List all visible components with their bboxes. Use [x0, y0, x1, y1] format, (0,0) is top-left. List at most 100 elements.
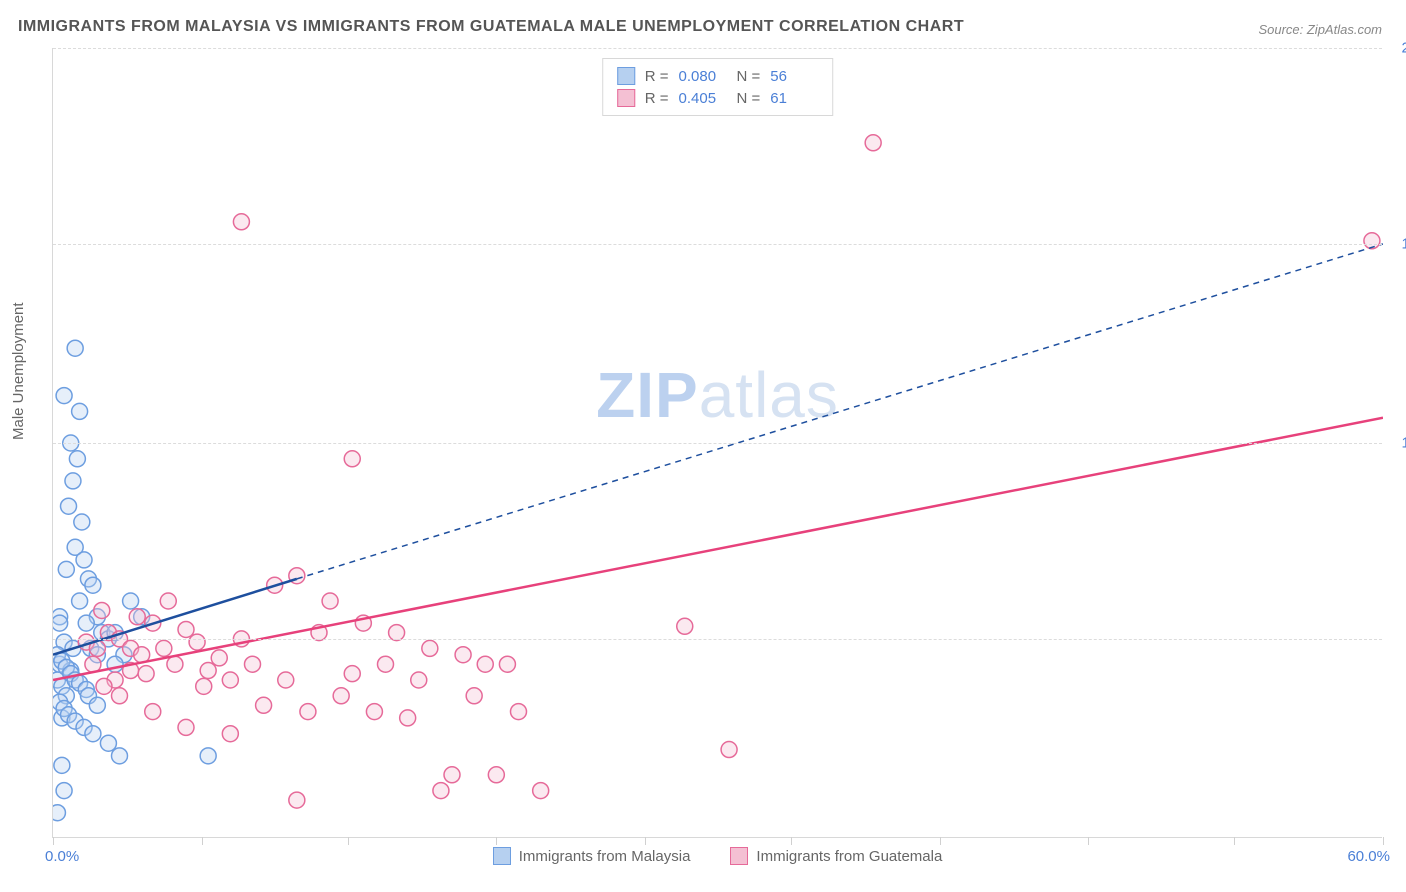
chart-plot-area: ZIPatlas R =0.080N =56R =0.405N =61 Immi…	[52, 48, 1382, 838]
data-point	[58, 561, 74, 577]
data-point	[178, 719, 194, 735]
data-point	[69, 451, 85, 467]
data-point	[378, 656, 394, 672]
data-point	[499, 656, 515, 672]
data-point	[53, 615, 68, 631]
n-value: 56	[770, 68, 818, 85]
y-tick-label: 18.8%	[1401, 235, 1406, 252]
data-point	[366, 704, 382, 720]
data-point	[411, 672, 427, 688]
legend-swatch	[617, 67, 635, 85]
data-point	[533, 783, 549, 799]
data-point	[344, 451, 360, 467]
x-tick	[53, 837, 54, 845]
x-tick	[202, 837, 203, 845]
data-point	[300, 704, 316, 720]
data-point	[1364, 233, 1380, 249]
legend-item: Immigrants from Malaysia	[493, 847, 691, 865]
data-point	[677, 618, 693, 634]
x-axis-max-label: 60.0%	[1347, 848, 1390, 865]
gridline-h	[53, 244, 1382, 245]
data-point	[112, 748, 128, 764]
data-point	[123, 593, 139, 609]
legend-swatch	[617, 89, 635, 107]
x-tick	[348, 837, 349, 845]
x-tick	[1383, 837, 1384, 845]
data-point	[54, 757, 70, 773]
stats-legend-row: R =0.080N =56	[617, 65, 819, 87]
source-attribution: Source: ZipAtlas.com	[1258, 22, 1382, 37]
data-point	[178, 621, 194, 637]
data-point	[96, 678, 112, 694]
data-point	[56, 783, 72, 799]
data-point	[138, 666, 154, 682]
data-point	[511, 704, 527, 720]
data-point	[196, 678, 212, 694]
series-legend: Immigrants from Malaysia Immigrants from …	[53, 847, 1382, 865]
chart-title: IMMIGRANTS FROM MALAYSIA VS IMMIGRANTS F…	[18, 18, 964, 36]
x-tick	[1234, 837, 1235, 845]
gridline-h	[53, 48, 1382, 49]
r-label: R =	[645, 90, 669, 107]
data-point	[145, 704, 161, 720]
data-point	[211, 650, 227, 666]
data-point	[233, 214, 249, 230]
data-point	[67, 340, 83, 356]
trend-line	[53, 418, 1383, 680]
data-point	[89, 697, 105, 713]
legend-swatch	[730, 847, 748, 865]
gridline-h	[53, 443, 1382, 444]
data-point	[245, 656, 261, 672]
data-point	[278, 672, 294, 688]
legend-label: Immigrants from Malaysia	[519, 848, 691, 865]
n-value: 61	[770, 90, 818, 107]
data-point	[333, 688, 349, 704]
data-point	[56, 388, 72, 404]
n-label: N =	[737, 68, 761, 85]
data-point	[477, 656, 493, 672]
y-tick-label: 12.5%	[1401, 435, 1406, 452]
data-point	[400, 710, 416, 726]
data-point	[444, 767, 460, 783]
legend-swatch	[493, 847, 511, 865]
data-point	[721, 742, 737, 758]
data-point	[189, 634, 205, 650]
data-point	[74, 514, 90, 530]
data-point	[156, 640, 172, 656]
stats-legend-row: R = 0.405 N = 61	[617, 87, 819, 109]
legend-label: Immigrants from Guatemala	[756, 848, 942, 865]
data-point	[160, 593, 176, 609]
data-point	[222, 726, 238, 742]
data-point	[289, 792, 305, 808]
data-point	[466, 688, 482, 704]
x-axis-min-label: 0.0%	[45, 848, 79, 865]
r-label: R =	[645, 68, 669, 85]
data-point	[76, 552, 92, 568]
data-point	[112, 688, 128, 704]
data-point	[200, 748, 216, 764]
gridline-h	[53, 639, 1382, 640]
legend-item: Immigrants from Guatemala	[730, 847, 942, 865]
x-tick	[1088, 837, 1089, 845]
data-point	[455, 647, 471, 663]
data-point	[72, 593, 88, 609]
data-point	[65, 473, 81, 489]
x-tick	[791, 837, 792, 845]
data-point	[865, 135, 881, 151]
n-label: N =	[737, 90, 761, 107]
data-point	[100, 735, 116, 751]
data-point	[322, 593, 338, 609]
data-point	[222, 672, 238, 688]
data-point	[85, 726, 101, 742]
data-point	[200, 663, 216, 679]
data-point	[433, 783, 449, 799]
y-tick-label: 25.0%	[1401, 40, 1406, 57]
data-point	[61, 498, 77, 514]
data-point	[129, 609, 145, 625]
data-point	[488, 767, 504, 783]
r-value: 0.405	[679, 90, 727, 107]
trend-line-extension	[297, 244, 1383, 579]
data-point	[85, 577, 101, 593]
stats-legend: R =0.080N =56R =0.405N =61	[602, 58, 834, 116]
data-point	[422, 640, 438, 656]
